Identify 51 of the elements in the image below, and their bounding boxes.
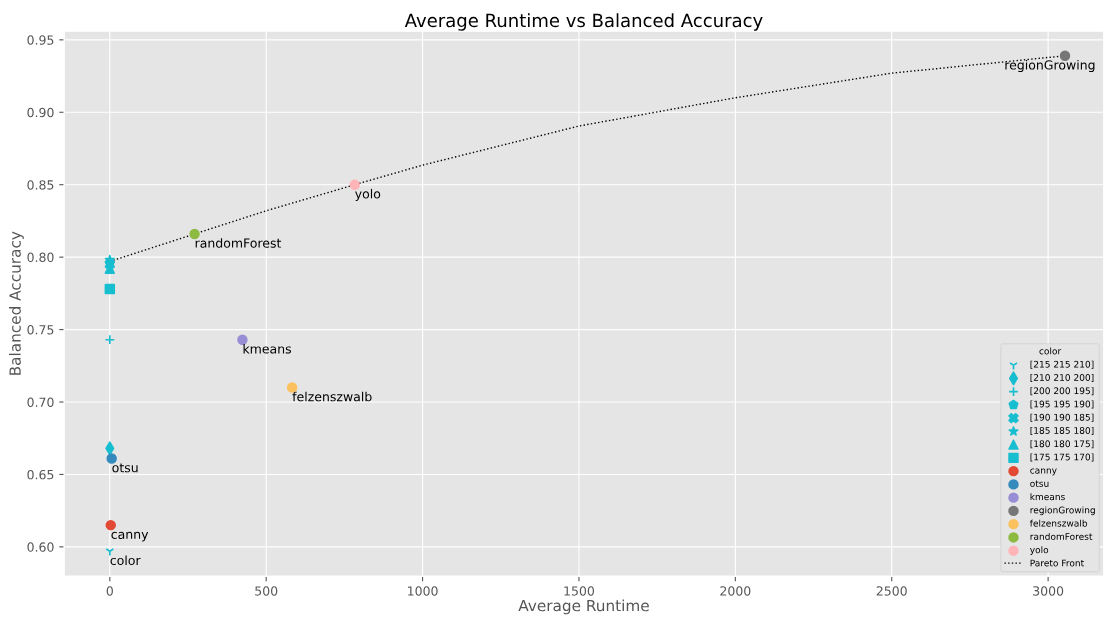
- x-tick-label: 2500: [876, 586, 907, 596]
- legend-label: [200 200 195]: [1030, 387, 1094, 396]
- legend-label: yolo: [1030, 546, 1049, 555]
- annotation: randomForest: [195, 238, 282, 248]
- legend-label: kmeans: [1030, 493, 1065, 501]
- annotation: color: [110, 555, 141, 566]
- annotation: kmeans: [243, 343, 292, 354]
- legend-label: canny: [1030, 468, 1057, 476]
- y-tick-label: 0.85: [27, 180, 54, 190]
- annotation: canny: [111, 531, 149, 542]
- point: [237, 334, 248, 345]
- legend-label: randomForest: [1030, 532, 1093, 540]
- y-tick-label: 0.60: [27, 542, 54, 552]
- y-axis-title: Balanced Accuracy: [9, 231, 24, 375]
- point: [286, 382, 298, 393]
- x-axis-title: Average Runtime: [518, 599, 649, 615]
- chart-title: Average Runtime vs Balanced Accuracy: [404, 13, 763, 31]
- y-tick-label: 0.75: [27, 325, 54, 335]
- x-tick-label: 500: [255, 586, 278, 596]
- y-tick-label: 0.70: [27, 397, 54, 407]
- annotation: regionGrowing: [1005, 59, 1095, 73]
- legend-label: regionGrowing: [1030, 506, 1095, 516]
- point: [105, 519, 116, 531]
- y-tick-label: 0.65: [27, 469, 54, 480]
- x-tick-label: 1500: [564, 586, 595, 596]
- legend-label: [180 180 175]: [1030, 440, 1094, 449]
- legend-label: felzenszwalb: [1029, 519, 1088, 527]
- x-tick-label: 2000: [720, 586, 751, 596]
- legend-label: otsu: [1030, 480, 1049, 487]
- y-tick-label: 0.90: [27, 107, 54, 118]
- point: [104, 334, 116, 345]
- x-tick-label: 3000: [1033, 586, 1064, 596]
- point: [189, 228, 200, 240]
- legend-title: color: [1039, 347, 1062, 355]
- legend-label: [175 175 170]: [1030, 453, 1094, 462]
- y-tick-label: 0.95: [27, 35, 54, 45]
- legend-label: [195 195 190]: [1030, 400, 1094, 409]
- y-tick-label: 0.80: [27, 252, 54, 263]
- point: [106, 453, 117, 464]
- legend-label: [190 190 185]: [1030, 413, 1094, 422]
- point: [104, 283, 116, 295]
- annotation: yolo: [355, 188, 381, 201]
- legend-label: [210 210 200]: [1030, 373, 1094, 382]
- x-tick-label: 1000: [408, 586, 438, 596]
- x-tick-label: 0: [106, 586, 113, 596]
- annotation: otsu: [112, 463, 138, 473]
- legend-label: [215 215 210]: [1030, 360, 1094, 369]
- annotation: felzenszwalb: [292, 391, 372, 402]
- point: [349, 179, 360, 190]
- legend-label: [185 185 180]: [1030, 426, 1094, 435]
- legend-label: Pareto Front: [1030, 559, 1084, 567]
